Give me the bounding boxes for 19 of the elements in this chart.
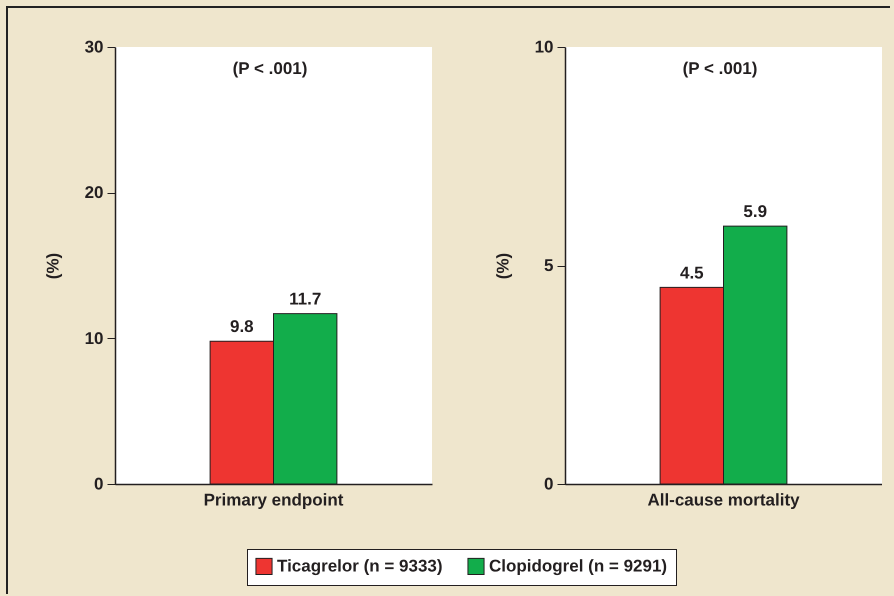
x-tick-label: All-cause mortality [647, 490, 800, 510]
annotation: (P < .001) [682, 59, 758, 78]
legend-label: Ticagrelor (n = 9333) [277, 556, 443, 576]
data-label: 11.7 [289, 290, 322, 309]
legend-label: Clopidogrel (n = 9291) [489, 556, 668, 576]
y-tick-label: 10 [84, 328, 104, 348]
y-axis-title: (%) [44, 252, 63, 280]
annotation: (P < .001) [232, 59, 308, 78]
x-tick-label: Primary endpoint [204, 490, 344, 510]
y-tick-label: 10 [534, 38, 554, 56]
y-axis-title: (%) [494, 252, 513, 280]
y-tick-label: 30 [84, 38, 104, 56]
data-label: 9.8 [230, 317, 254, 336]
y-tick-label: 0 [544, 474, 554, 494]
data-label: 5.9 [743, 202, 768, 222]
y-tick-label: 5 [544, 256, 554, 275]
y-tick-label: 0 [94, 474, 104, 494]
data-label: 4.5 [680, 263, 704, 282]
y-tick-label: 20 [84, 183, 104, 202]
